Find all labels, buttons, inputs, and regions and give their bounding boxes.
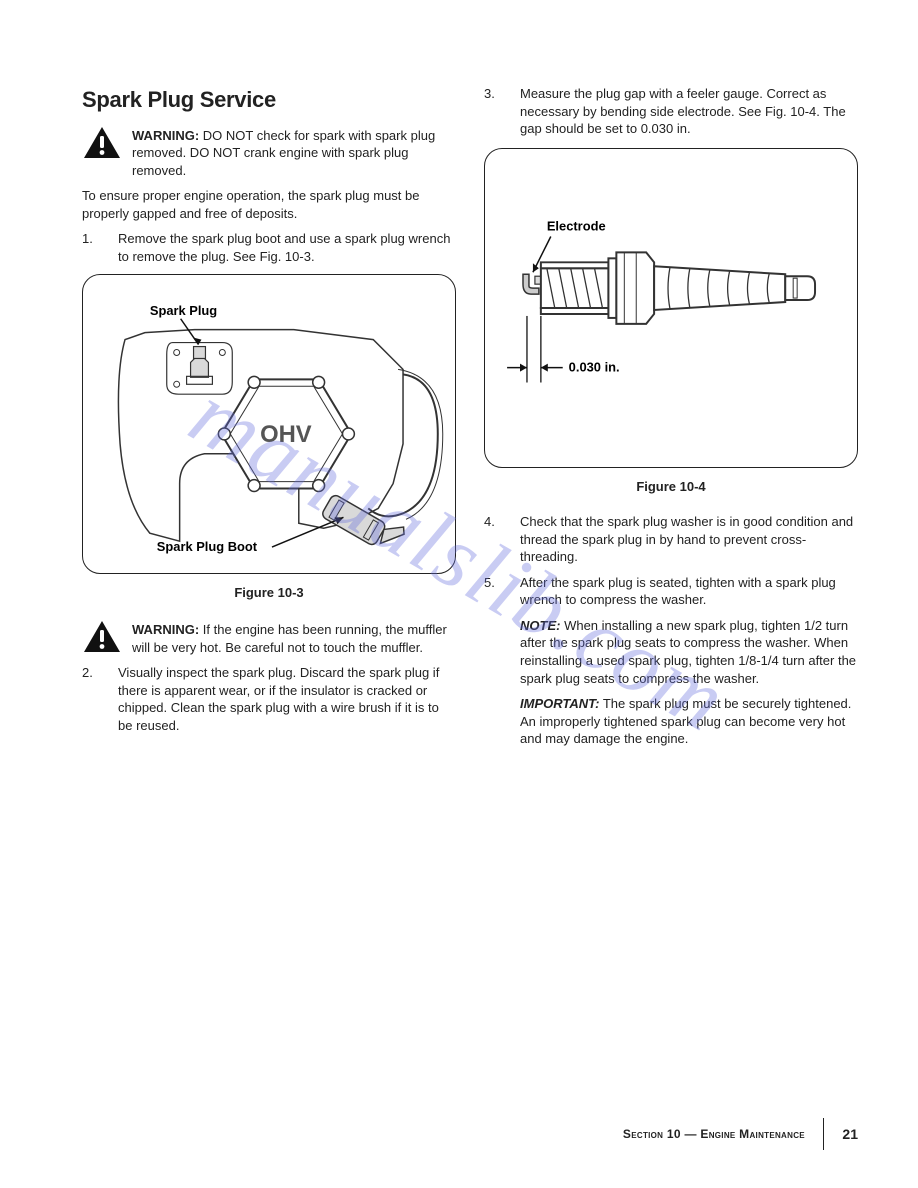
step-text: Measure the plug gap with a feeler gauge…: [520, 85, 858, 138]
step-number: 5.: [484, 574, 502, 609]
footer-section: Section 10 — Engine Maintenance: [623, 1126, 805, 1142]
step-text: Check that the spark plug washer is in g…: [520, 513, 858, 566]
warning-label: WARNING:: [132, 622, 199, 637]
warning-block-1: WARNING: DO NOT check for spark with spa…: [82, 125, 456, 180]
step-number: 4.: [484, 513, 502, 566]
important-label: IMPORTANT:: [520, 696, 599, 711]
page-content: Spark Plug Service WARNING: DO NOT check…: [82, 85, 858, 756]
intro-paragraph: To ensure proper engine operation, the s…: [82, 187, 456, 222]
warning-icon: [82, 125, 122, 161]
note-text: When installing a new spark plug, tighte…: [520, 618, 856, 686]
step-3: 3. Measure the plug gap with a feeler ga…: [484, 85, 858, 138]
footer-page-number: 21: [842, 1125, 858, 1144]
steps-left: 1. Remove the spark plug boot and use a …: [82, 230, 456, 265]
gap-label: 0.030 in.: [569, 359, 620, 374]
important-paragraph: IMPORTANT: The spark plug must be secure…: [520, 695, 858, 748]
figure-10-3-caption: Figure 10-3: [82, 584, 456, 602]
step-5: 5. After the spark plug is seated, tight…: [484, 574, 858, 609]
figure-10-4-box: Electrode 0.030 in.: [484, 148, 858, 468]
figure-10-3-diagram: OHV: [93, 285, 445, 563]
warning-icon: [82, 619, 122, 655]
right-column: 3. Measure the plug gap with a feeler ga…: [484, 85, 858, 756]
step-text: Remove the spark plug boot and use a spa…: [118, 230, 456, 265]
warning-text-1: WARNING: DO NOT check for spark with spa…: [132, 125, 456, 180]
footer-divider: [823, 1118, 825, 1150]
figure-10-3-box: OHV: [82, 274, 456, 574]
steps-right-1: 3. Measure the plug gap with a feeler ga…: [484, 85, 858, 138]
left-column: Spark Plug Service WARNING: DO NOT check…: [82, 85, 456, 756]
section-heading: Spark Plug Service: [82, 85, 456, 115]
figure-10-4-caption: Figure 10-4: [484, 478, 858, 496]
warning-block-2: WARNING: If the engine has been running,…: [82, 619, 456, 656]
step-2: 2. Visually inspect the spark plug. Disc…: [82, 664, 456, 734]
steps-right-2: 4. Check that the spark plug washer is i…: [484, 513, 858, 609]
note-label: NOTE:: [520, 618, 560, 633]
warning-label: WARNING:: [132, 128, 199, 143]
warning-text-2: WARNING: If the engine has been running,…: [132, 619, 456, 656]
spark-plug-label: Spark Plug: [150, 302, 217, 317]
page-footer: Section 10 — Engine Maintenance 21: [623, 1118, 858, 1150]
step-4: 4. Check that the spark plug washer is i…: [484, 513, 858, 566]
electrode-label: Electrode: [547, 218, 606, 233]
ohv-text: OHV: [260, 420, 312, 447]
note-paragraph: NOTE: When installing a new spark plug, …: [520, 617, 858, 687]
step-number: 2.: [82, 664, 100, 734]
step-1: 1. Remove the spark plug boot and use a …: [82, 230, 456, 265]
spark-plug-boot-label: Spark Plug Boot: [157, 539, 258, 554]
step-text: Visually inspect the spark plug. Discard…: [118, 664, 456, 734]
step-number: 1.: [82, 230, 100, 265]
step-text: After the spark plug is seated, tighten …: [520, 574, 858, 609]
step-number: 3.: [484, 85, 502, 138]
steps-left-2: 2. Visually inspect the spark plug. Disc…: [82, 664, 456, 734]
figure-10-4-diagram: Electrode 0.030 in.: [495, 159, 847, 457]
